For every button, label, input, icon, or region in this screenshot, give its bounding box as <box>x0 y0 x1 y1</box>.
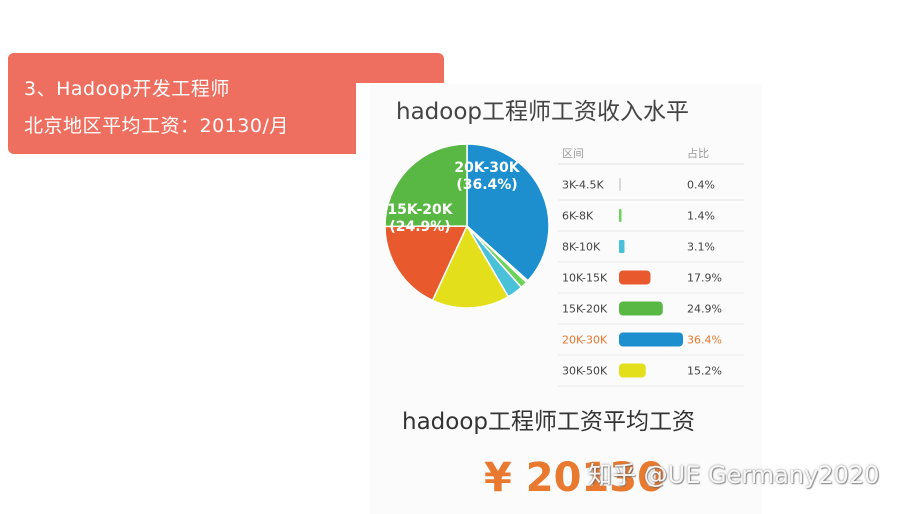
table-bar-20k-30k <box>619 332 683 347</box>
table-share-label: 3.1% <box>687 241 715 254</box>
pie-slice-30k-50k <box>431 224 510 309</box>
table-header-share: 占比 <box>687 146 709 160</box>
table-range-label: 3K-4.5K <box>562 179 605 192</box>
average-salary-title: hadoop工程师工资平均工资 <box>402 409 696 435</box>
table-bar-3k-4.5k <box>619 178 621 191</box>
pie-chart: 20K-30K(36.4%)15K-20K(24.9%) <box>384 143 550 309</box>
table-range-label: 6K-8K <box>562 210 594 223</box>
table-bar-10k-15k <box>619 270 651 285</box>
watermark: 知乎 @UE Germany2020 <box>588 461 880 489</box>
table-range-label: 30K-50K <box>562 365 608 378</box>
table-range-label: 8K-10K <box>562 241 601 254</box>
pie-label-range: 15K-20K <box>387 202 453 218</box>
banner-background <box>8 53 356 154</box>
table-bar-15k-20k <box>619 301 663 316</box>
pie-label-percent: (24.9%) <box>389 219 450 235</box>
table-range-label: 15K-20K <box>562 303 608 316</box>
pie-slice-20k-30k <box>466 143 550 282</box>
table-share-label: 15.2% <box>687 365 722 378</box>
table-share-label: 17.9% <box>687 272 722 285</box>
pie-slice-15k-20k <box>384 143 468 228</box>
table-header-range: 区间 <box>562 147 584 160</box>
pie-label-range: 20K-30K <box>454 160 520 176</box>
table-share-label: 1.4% <box>687 210 715 223</box>
title-banner: 3、Hadoop开发工程师 北京地区平均工资：20130/月 <box>8 53 444 154</box>
table-share-label: 0.4% <box>687 179 715 192</box>
pie-slice-10k-15k <box>384 225 469 302</box>
table-bar-8k-10k <box>619 240 625 253</box>
table-bar-6k-8k <box>619 209 622 222</box>
banner-job-title: 3、Hadoop开发工程师 <box>24 78 230 100</box>
table-share-label: 36.4% <box>687 334 722 347</box>
table-bar-30k-50k <box>619 363 646 378</box>
table-range-label: 10K-15K <box>562 272 608 285</box>
distribution-table: 区间 占比 3K-4.5K 0.4% 6K-8K 1.4% 8K-10K 3.1% 10K-15… <box>558 146 744 387</box>
table-range-label: 20K-30K <box>562 334 608 347</box>
table-share-label: 24.9% <box>687 303 722 316</box>
average-salary-value: ¥ 20130 <box>484 455 665 501</box>
banner-average-salary: 北京地区平均工资：20130/月 <box>24 115 289 137</box>
pie-label-percent: (36.4%) <box>456 177 517 193</box>
chart-title: hadoop工程师工资收入水平 <box>396 99 690 125</box>
